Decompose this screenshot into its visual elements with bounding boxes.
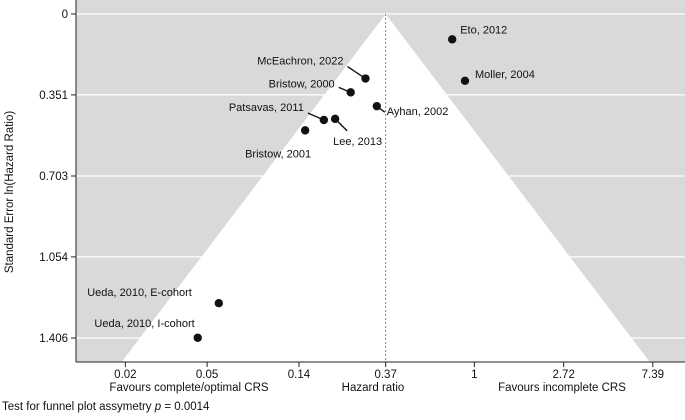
x-tick-label-5: 2.72 bbox=[552, 369, 574, 381]
data-point-label-5: Patsavas, 2011 bbox=[229, 102, 304, 114]
data-point-label-7: Bristow, 2001 bbox=[245, 148, 311, 160]
footnote-p-symbol: p bbox=[154, 401, 162, 413]
y-tick-label-4: 1.406 bbox=[39, 333, 68, 345]
x-axis-ticks: 0.02 0.05 0.14 0.37 1 2.72 7.39 bbox=[114, 362, 664, 381]
data-point-1 bbox=[460, 76, 470, 86]
x-tick-label-6: 7.39 bbox=[642, 369, 664, 381]
data-point-7 bbox=[300, 126, 310, 135]
y-axis-title: Standard Error ln(Hazard Ratio) bbox=[4, 111, 16, 274]
data-point-8 bbox=[214, 299, 224, 308]
y-tick-label-0: 0 bbox=[62, 9, 68, 21]
y-axis-ticks: 0 0.351 0.703 1.054 1.406 bbox=[39, 9, 76, 345]
data-point-3 bbox=[346, 88, 355, 97]
data-point-label-8: Ueda, 2010, E-cohort bbox=[87, 287, 192, 299]
data-point-label-3: Bristow, 2000 bbox=[269, 78, 335, 90]
data-point-label-2: McEachron, 2022 bbox=[257, 56, 343, 68]
data-point-label-1: Moller, 2004 bbox=[475, 69, 535, 81]
data-point-0 bbox=[448, 35, 457, 44]
data-point-5 bbox=[319, 115, 329, 125]
data-point-2 bbox=[361, 74, 370, 83]
data-point-4 bbox=[372, 101, 382, 111]
data-point-6 bbox=[330, 114, 340, 124]
x-tick-label-0: 0.02 bbox=[114, 369, 136, 381]
x-tick-label-3: 0.37 bbox=[374, 369, 396, 381]
data-point-label-6: Lee, 2013 bbox=[333, 136, 382, 148]
footnote-suffix: = 0.0014 bbox=[161, 401, 210, 413]
x-side-label-right: Favours incomplete CRS bbox=[498, 382, 626, 394]
x-axis-title: Hazard ratio bbox=[342, 382, 405, 394]
x-tick-label-4: 1 bbox=[471, 369, 477, 381]
data-point-label-4: Ayhan, 2002 bbox=[387, 106, 449, 118]
y-tick-label-3: 1.054 bbox=[39, 252, 68, 264]
data-point-label-9: Ueda, 2010, I-cohort bbox=[94, 318, 194, 330]
asymmetry-test-footnote: Test for funnel plot assymetry p = 0.001… bbox=[2, 401, 209, 413]
axes bbox=[75, 0, 685, 363]
data-points: Eto, 2012 Moller, 2004 McEachron, 2022 Bris… bbox=[87, 24, 535, 342]
data-point-9 bbox=[193, 333, 202, 342]
x-tick-label-2: 0.14 bbox=[288, 369, 311, 381]
x-tick-label-1: 0.05 bbox=[196, 369, 218, 381]
x-side-label-left: Favours complete/optimal CRS bbox=[109, 382, 268, 394]
y-tick-label-2: 0.703 bbox=[39, 171, 68, 183]
y-tick-label-1: 0.351 bbox=[39, 90, 68, 102]
data-point-label-0: Eto, 2012 bbox=[460, 24, 507, 36]
footnote-prefix: Test for funnel plot assymetry bbox=[2, 401, 155, 413]
